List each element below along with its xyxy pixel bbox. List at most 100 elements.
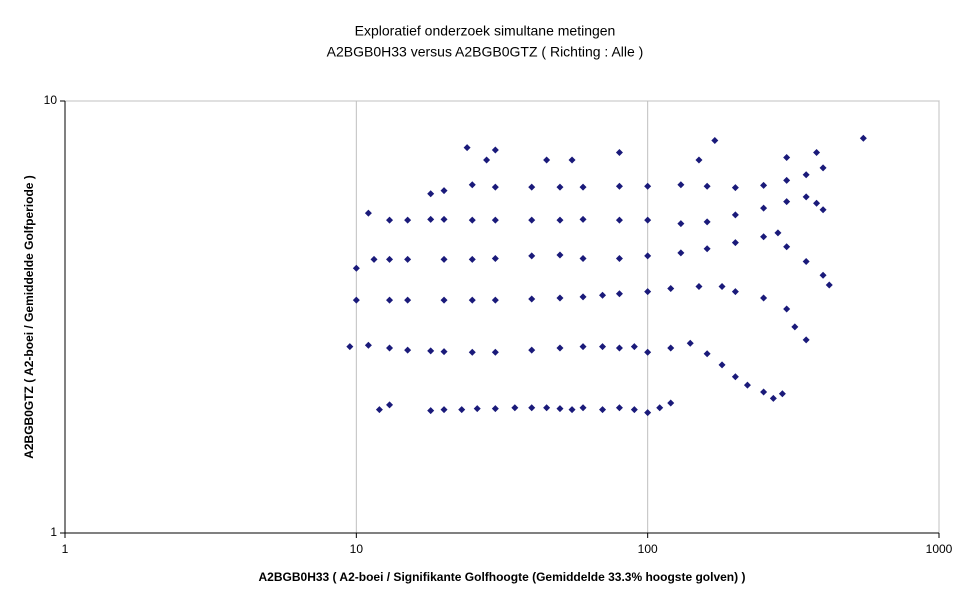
data-point (427, 190, 435, 198)
data-point (364, 341, 372, 349)
data-point (703, 245, 711, 253)
data-point (491, 183, 499, 191)
data-point (404, 216, 412, 224)
data-point (386, 216, 394, 224)
data-point (667, 399, 675, 407)
data-point (579, 183, 587, 191)
data-point (703, 350, 711, 358)
data-point (644, 348, 652, 356)
data-point (463, 144, 471, 152)
data-point (783, 305, 791, 313)
data-point (802, 193, 810, 201)
data-point (556, 251, 564, 259)
y-tick-label: 1 (50, 525, 57, 539)
data-point (528, 183, 536, 191)
data-point (491, 405, 499, 413)
data-point (528, 216, 536, 224)
data-point (686, 339, 694, 347)
data-point (783, 176, 791, 184)
data-point (579, 215, 587, 223)
data-point (543, 156, 551, 164)
data-point (615, 344, 623, 352)
data-point (819, 206, 827, 214)
data-point (346, 343, 354, 351)
data-point (440, 255, 448, 263)
chart-title: Exploratief onderzoek simultane metingen (355, 23, 616, 39)
data-point (579, 404, 587, 412)
data-point (695, 156, 703, 164)
data-point (667, 285, 675, 293)
data-point (718, 283, 726, 291)
data-point (440, 215, 448, 223)
data-point (615, 404, 623, 412)
data-point (630, 343, 638, 351)
data-point (528, 346, 536, 354)
data-point (556, 183, 564, 191)
data-point (813, 148, 821, 156)
data-point (386, 255, 394, 263)
data-point (819, 271, 827, 279)
data-point (677, 249, 685, 257)
y-tick-label: 10 (44, 93, 58, 107)
data-point (404, 255, 412, 263)
data-point (427, 347, 435, 355)
data-point (802, 171, 810, 179)
x-axis-label: A2BGB0H33 ( A2-boei / Signifikante Golfh… (259, 570, 746, 584)
plot-area (64, 100, 940, 534)
data-point (458, 406, 466, 414)
data-point (774, 229, 782, 237)
data-point (615, 254, 623, 262)
data-point (825, 281, 833, 289)
data-point (760, 204, 768, 212)
data-point (528, 404, 536, 412)
data-point (630, 406, 638, 414)
data-point (760, 294, 768, 302)
data-point (579, 254, 587, 262)
x-tick-label: 10 (350, 542, 364, 556)
data-point (644, 288, 652, 296)
x-tick-label: 100 (638, 542, 658, 556)
data-point (427, 215, 435, 223)
data-point (778, 390, 786, 398)
data-point (579, 293, 587, 301)
data-point (760, 388, 768, 396)
data-point (615, 290, 623, 298)
data-point (677, 220, 685, 228)
data-point (783, 153, 791, 161)
data-point (427, 407, 435, 415)
data-point (568, 406, 576, 414)
data-point (528, 295, 536, 303)
data-point (703, 218, 711, 226)
data-point (491, 296, 499, 304)
data-point (543, 404, 551, 412)
data-point (370, 255, 378, 263)
data-point (599, 291, 607, 299)
data-point (615, 216, 623, 224)
data-point (656, 404, 664, 412)
data-point (473, 405, 481, 413)
data-point (644, 216, 652, 224)
data-point (769, 394, 777, 402)
data-point (556, 405, 564, 413)
data-point (528, 252, 536, 260)
data-point (440, 406, 448, 414)
data-point (731, 184, 739, 192)
data-point (352, 296, 360, 304)
data-point (783, 243, 791, 251)
data-point (440, 187, 448, 195)
data-point (483, 156, 491, 164)
data-point (859, 134, 867, 142)
data-point (468, 181, 476, 189)
data-point (599, 406, 607, 414)
data-point (364, 209, 372, 217)
data-point (731, 373, 739, 381)
data-point (760, 181, 768, 189)
data-point (802, 258, 810, 266)
data-point (440, 296, 448, 304)
data-point (615, 148, 623, 156)
data-point (599, 343, 607, 351)
data-point (644, 252, 652, 260)
data-point (404, 346, 412, 354)
